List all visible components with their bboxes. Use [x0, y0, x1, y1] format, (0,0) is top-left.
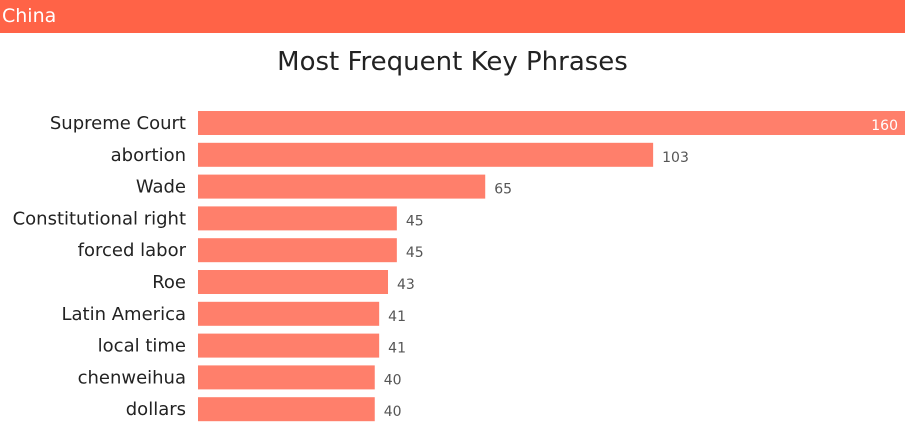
- value-label: 160: [871, 118, 898, 134]
- category-label: dollars: [126, 399, 186, 420]
- category-label: Wade: [136, 177, 186, 198]
- bar: [198, 333, 380, 358]
- bar: [198, 301, 380, 326]
- header-bar: China: [0, 0, 905, 33]
- bar: [198, 365, 375, 390]
- category-label: Supreme Court: [50, 113, 186, 134]
- header-title: China: [2, 5, 57, 27]
- value-label: 41: [388, 309, 406, 325]
- category-label: Roe: [152, 272, 186, 293]
- bar: [198, 111, 905, 135]
- category-label: abortion: [111, 145, 186, 166]
- value-label: 43: [397, 277, 415, 293]
- value-label: 65: [494, 182, 512, 198]
- category-label: chenweihua: [78, 367, 186, 388]
- value-label: 45: [406, 213, 424, 229]
- bar: [198, 238, 397, 263]
- category-label: Constitutional right: [13, 208, 186, 229]
- category-label: forced labor: [78, 240, 187, 261]
- value-label: 103: [662, 150, 689, 166]
- category-label: Latin America: [62, 304, 187, 325]
- bar: [198, 142, 654, 167]
- bar: [198, 174, 486, 199]
- value-label: 41: [388, 341, 406, 357]
- value-label: 40: [384, 372, 402, 388]
- value-label: 40: [384, 404, 402, 420]
- value-label: 45: [406, 245, 424, 261]
- chart-title: Most Frequent Key Phrases: [277, 47, 628, 77]
- bar: [198, 206, 397, 231]
- bar: [198, 270, 389, 294]
- category-label: local time: [98, 336, 186, 357]
- bar: [198, 397, 375, 422]
